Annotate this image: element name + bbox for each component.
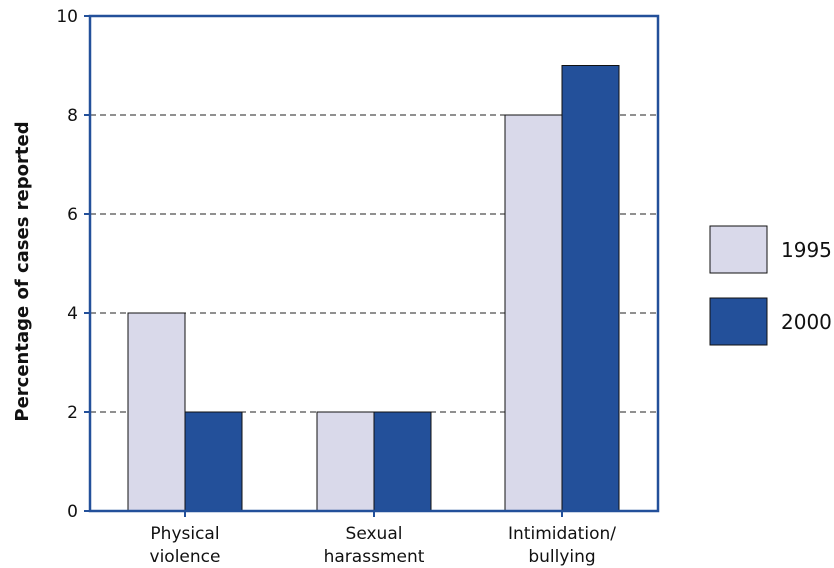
x-tick-label: bullying [528, 547, 595, 567]
bar-1995-0 [127, 312, 186, 512]
x-tick-label: Intimidation/ [508, 524, 616, 544]
y-tick-label: 8 [67, 106, 78, 126]
bar-2000-1 [373, 411, 432, 512]
y-tick-label: 10 [56, 7, 78, 27]
legend-label-2000: 2000 [781, 310, 832, 334]
x-axis-ticks: Physical violence Sexual harassment Intimida… [150, 511, 616, 567]
legend: 1995 2000 [709, 225, 832, 346]
y-tick-label: 4 [67, 304, 78, 324]
bar-1995-2 [504, 114, 563, 512]
y-axis-ticks: 0 2 4 6 8 10 [56, 7, 90, 522]
bars [127, 65, 620, 512]
legend-swatch-2000 [709, 297, 768, 346]
bar-1995-1 [316, 411, 375, 512]
bar-2000-2 [561, 65, 620, 512]
bar-2000-0 [184, 411, 243, 512]
y-tick-label: 2 [67, 403, 78, 423]
x-tick-label: harassment [324, 547, 425, 567]
x-tick-label: Sexual [346, 524, 403, 544]
y-tick-label: 0 [67, 502, 78, 522]
x-tick-label: violence [150, 547, 221, 567]
y-axis-label: Percentage of cases reported [12, 121, 33, 421]
legend-swatch-1995 [709, 225, 768, 274]
legend-label-1995: 1995 [781, 238, 832, 262]
x-tick-label: Physical [150, 524, 219, 544]
y-tick-label: 6 [67, 205, 78, 225]
